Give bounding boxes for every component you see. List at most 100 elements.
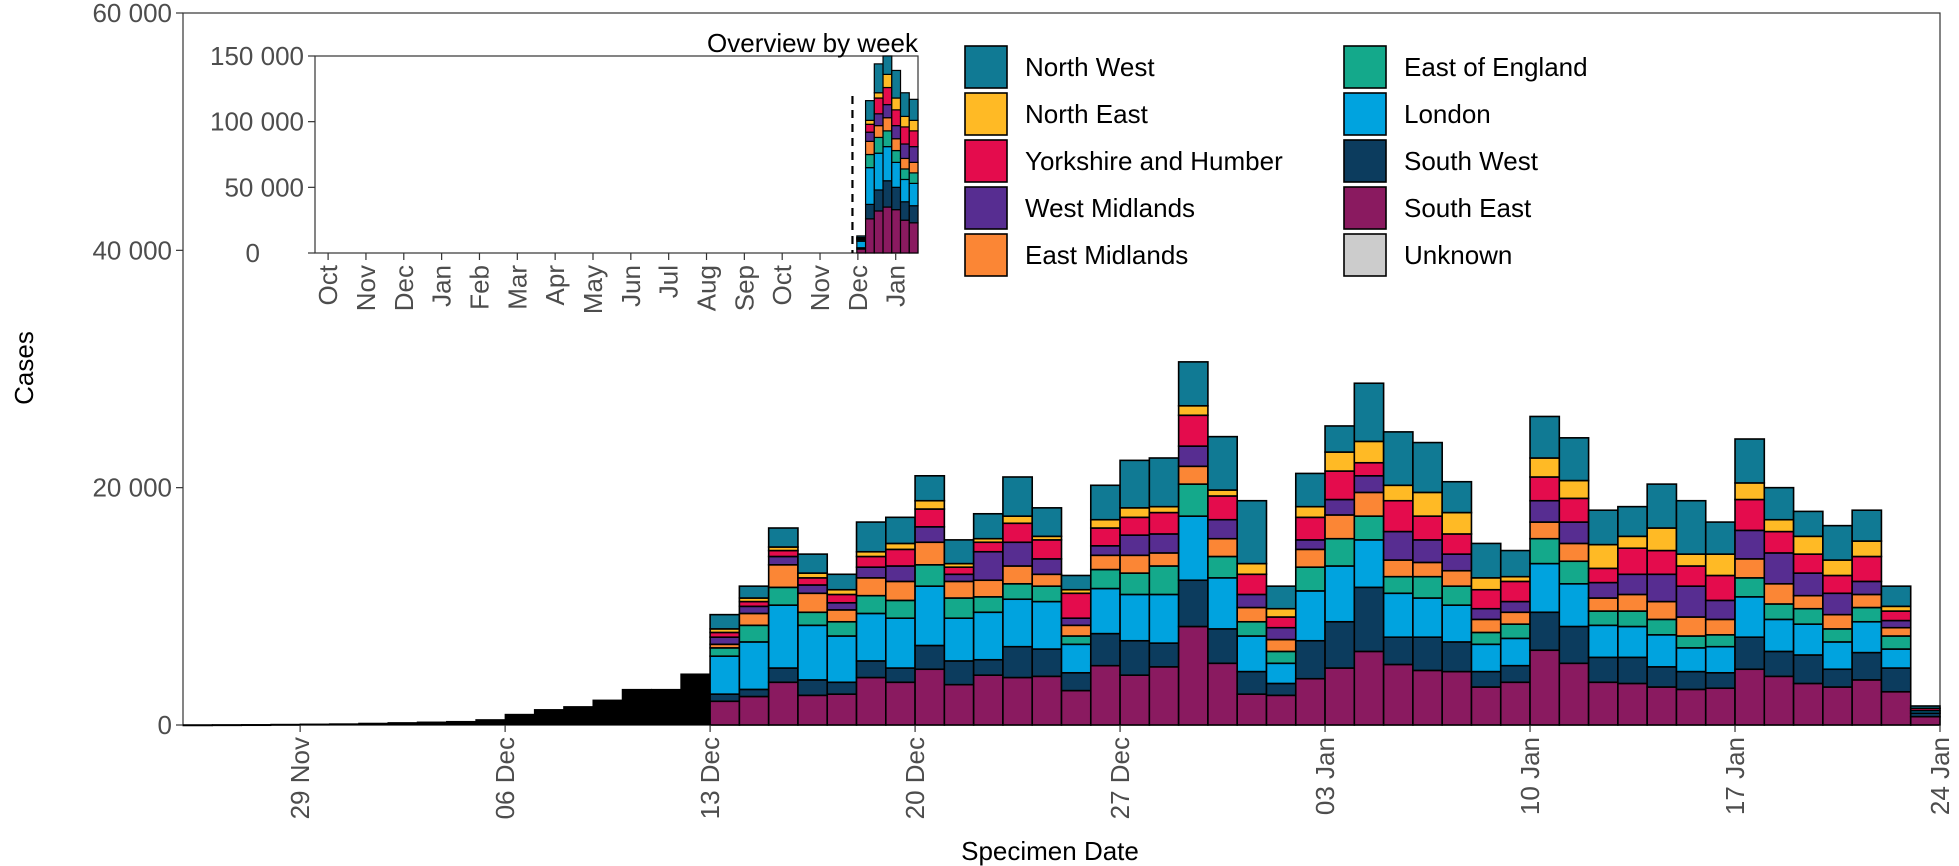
bar-segment-west-midlands [1851, 580, 1883, 596]
inset-bar-segment-south-west [891, 186, 902, 211]
bar-segment-south-west [884, 667, 916, 684]
legend-swatch-london [1343, 92, 1387, 136]
bar-segment-south-west [1294, 639, 1326, 680]
bar-segment-east-of-england [797, 611, 829, 627]
legend-label-north-west: North West [1025, 52, 1155, 82]
bar-segment-london [1704, 645, 1736, 674]
bar-segment-north-west [1382, 431, 1414, 487]
inset-bar-segment-south-west [873, 189, 884, 212]
bar-segment-south-east [1909, 715, 1941, 726]
bar-segment-north-east [1792, 535, 1824, 555]
bar-segment-north-east [1617, 535, 1648, 549]
bar-segment-london [1499, 637, 1531, 667]
bar-segment-east-midlands [855, 577, 887, 597]
inset-bar-segment-north-west [856, 235, 867, 239]
x-tick-label: 29 Nov [285, 737, 315, 819]
bar-segment-north-east [1822, 559, 1853, 577]
bar-segment-yorkshire-and-humber [1587, 567, 1619, 584]
bar-segment-yorkshire-and-humber [1646, 549, 1678, 576]
bar-segment-north-east [1294, 505, 1326, 519]
bar-segment-south-east [1587, 681, 1619, 726]
bar-segment-south-east [1704, 687, 1736, 726]
bar-segment-south-west [1792, 654, 1824, 685]
bar-segment-west-midlands [1880, 619, 1912, 629]
bar-segment-south-east [884, 681, 916, 726]
bar-segment-north-east [1324, 451, 1356, 472]
inset-bar-segment-south-east [882, 206, 893, 254]
bar-early [680, 673, 711, 726]
bar-segment-north-west [1294, 472, 1326, 508]
bar-segment-west-midlands [1412, 539, 1443, 564]
bar-segment-london [1822, 641, 1853, 671]
bar-segment-south-west [1675, 670, 1707, 691]
bar-segment-north-west [1617, 505, 1648, 538]
bar-segment-east-midlands [1587, 597, 1619, 612]
bar-segment-south-east [1558, 662, 1590, 726]
bar-segment-north-east [1441, 511, 1473, 535]
bar-segment-south-east [1324, 667, 1356, 726]
bar-segment-east-midlands [1060, 624, 1092, 637]
bar-early [358, 722, 389, 726]
bar-segment-east-midlands [1148, 552, 1180, 567]
bar-segment-south-west [1177, 579, 1209, 628]
inset-bar-segment-london [873, 152, 884, 191]
inset-bar-segment-west-midlands [908, 146, 919, 163]
bar-segment-london [1148, 593, 1180, 644]
bar-segment-london [1353, 539, 1385, 589]
inset-bar-segment-north-west [899, 92, 910, 118]
bar-early [475, 719, 506, 726]
bar-segment-east-of-england [1822, 628, 1853, 643]
inset-bar-segment-london [882, 146, 893, 182]
bar-early [621, 688, 653, 726]
bar-segment-west-midlands [1763, 552, 1795, 585]
bar-segment-yorkshire-and-humber [1617, 547, 1648, 576]
bar-segment-west-midlands [1587, 581, 1619, 599]
legend-swatch-north-west [964, 45, 1008, 89]
bar-segment-yorkshire-and-humber [1763, 530, 1795, 554]
bar-segment-west-midlands [1060, 617, 1092, 627]
bar-segment-yorkshire-and-humber [1207, 495, 1239, 521]
inset-bar-segment-east-of-england [882, 130, 893, 148]
y-axis-title: Cases [9, 331, 39, 405]
bar-segment-north-west [1177, 361, 1209, 407]
bar-segment-south-west [1734, 636, 1766, 671]
bar-segment-london [1412, 597, 1443, 638]
bar-segment-south-east [1177, 625, 1209, 726]
bar-early [504, 713, 535, 726]
bar-segment-west-midlands [709, 636, 741, 646]
bar-segment-east-of-england [1002, 582, 1034, 601]
bar-segment-east-midlands [738, 612, 770, 627]
bar-segment-east-of-england [1441, 585, 1473, 606]
bar-segment-north-west [1587, 509, 1619, 546]
bar-segment-yorkshire-and-humber [1470, 588, 1502, 610]
bar-segment-east-midlands [1265, 638, 1297, 653]
bar-segment-west-midlands [797, 584, 829, 595]
bar-segment-yorkshire-and-humber [1441, 533, 1473, 555]
bar-segment-yorkshire-and-humber [767, 549, 799, 558]
bar-segment-south-west [1441, 641, 1473, 673]
bar-segment-east-of-england [1177, 483, 1209, 517]
bar-segment-south-west [826, 681, 858, 695]
bar-segment-east-of-england [855, 594, 887, 615]
bar-segment-west-midlands [1792, 572, 1824, 597]
bar-segment-yorkshire-and-humber [1382, 499, 1414, 533]
legend-label-unknown: Unknown [1404, 240, 1512, 270]
bar-segment-west-midlands [972, 550, 1004, 582]
inset-bar-segment-east-of-england [908, 172, 919, 184]
inset-bar-segment-west-midlands [891, 125, 902, 140]
bar-segment-south-west [1587, 656, 1619, 684]
bar-segment-yorkshire-and-humber [1851, 555, 1883, 583]
bar-segment-east-of-england [914, 563, 946, 587]
bar-segment-north-east [1089, 518, 1121, 529]
bar-segment-west-midlands [914, 526, 946, 544]
bar-segment-east-midlands [1822, 613, 1853, 630]
bar-segment-east-of-england [972, 596, 1004, 614]
bar-segment-north-east [1002, 515, 1034, 525]
bar-segment-east-midlands [767, 563, 799, 589]
bar-segment-north-east [1382, 484, 1414, 502]
inset-bar-segment-yorkshire-and-humber [891, 109, 902, 127]
bar-segment-east-midlands [1119, 554, 1151, 574]
bar-segment-east-of-england [1148, 565, 1180, 596]
bar-segment-west-midlands [943, 573, 975, 583]
bar-segment-east-of-england [1353, 515, 1385, 541]
